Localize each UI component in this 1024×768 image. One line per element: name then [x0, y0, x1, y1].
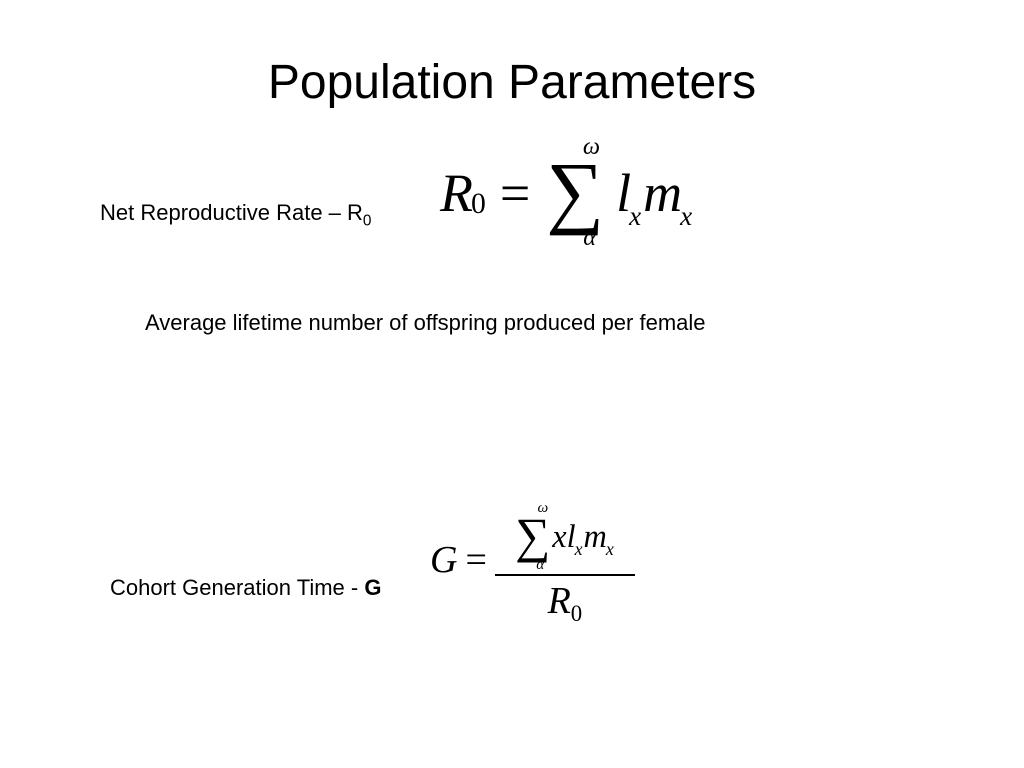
eq2-sum: ω ∑ α — [515, 500, 550, 572]
eq2-fraction: ω ∑ α x lx mx R0 — [495, 500, 635, 620]
eq1-sum: ω ∑ α — [546, 135, 604, 250]
eq1-sum-lower: α — [583, 226, 604, 250]
eq1-equals: = — [500, 162, 530, 224]
eq2-sum-symbol: ∑ — [515, 515, 550, 557]
cohort-generation-time-label: Cohort Generation Time - G — [110, 575, 381, 601]
label1-text: Net Reproductive Rate – R — [100, 200, 363, 225]
label2-bold: G — [364, 575, 381, 600]
label2-text: Cohort Generation Time - — [110, 575, 364, 600]
eq2-l-sub: x — [575, 541, 583, 559]
slide-title: Population Parameters — [0, 55, 1024, 110]
eq1-term: lx mx — [616, 162, 694, 224]
eq2-denominator: R0 — [548, 576, 583, 620]
eq2-den-var: R — [548, 582, 571, 620]
eq2-lhs-var: G — [430, 538, 457, 582]
eq1-lhs-sub: 0 — [471, 188, 486, 221]
equation-r0: R0 = ω ∑ α lx mx — [440, 135, 694, 250]
eq2-m: m — [584, 520, 607, 552]
eq2-den-sub: 0 — [571, 603, 582, 626]
eq2-x: x — [552, 520, 566, 552]
eq1-m: m — [643, 162, 682, 224]
label1-sub: 0 — [363, 212, 372, 229]
eq2-m-sub: x — [606, 541, 614, 559]
eq2-equals: = — [465, 538, 486, 582]
eq1-m-sub: x — [680, 201, 692, 232]
r0-description: Average lifetime number of offspring pro… — [145, 310, 706, 336]
eq2-sum-lower: α — [536, 557, 550, 572]
eq2-num-term: x lx mx — [552, 520, 614, 552]
eq1-sum-symbol: ∑ — [546, 157, 604, 226]
eq1-lhs-var: R — [440, 162, 473, 224]
eq1-l-sub: x — [629, 201, 641, 232]
eq2-numerator: ω ∑ α x lx mx — [515, 500, 615, 574]
net-reproductive-rate-label: Net Reproductive Rate – R0 — [100, 200, 371, 230]
equation-g: G = ω ∑ α x lx mx R0 — [430, 500, 635, 620]
